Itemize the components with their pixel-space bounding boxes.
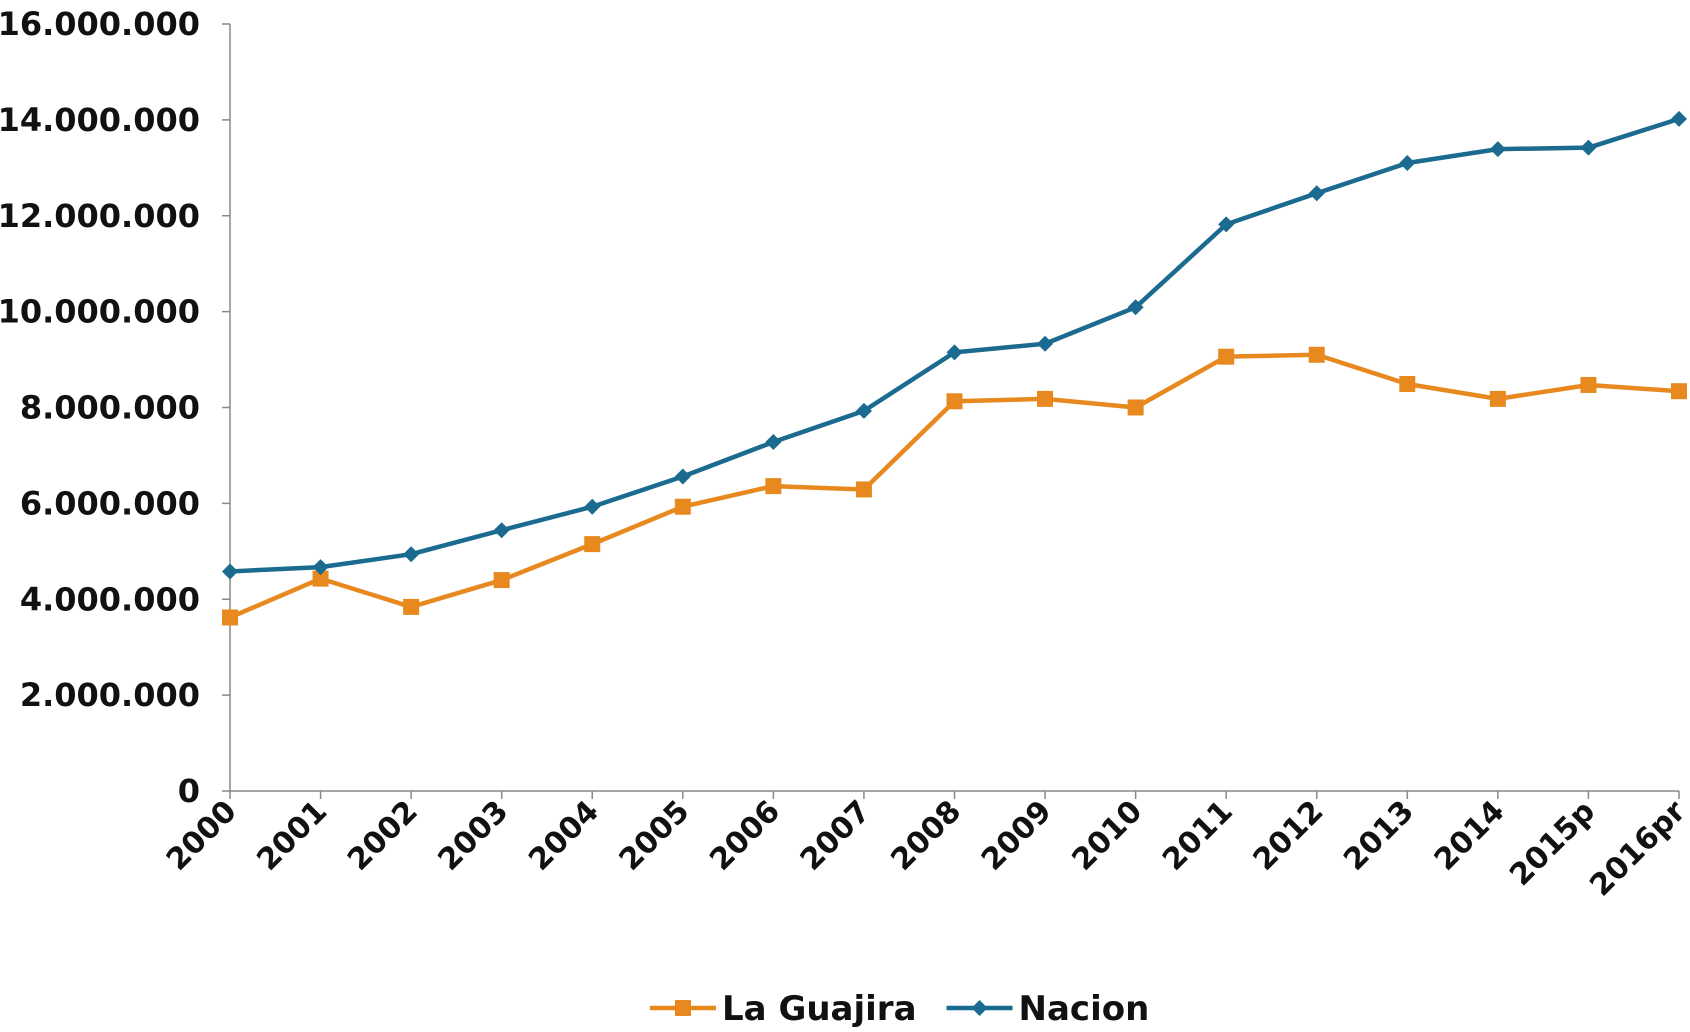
marker [222,609,238,626]
marker [1308,185,1325,202]
marker [971,1000,988,1016]
marker [1580,139,1597,156]
marker [765,434,782,451]
marker [675,1000,691,1016]
marker [1218,348,1235,365]
marker [1671,110,1687,127]
x-tick-label: 2009 [975,794,1059,878]
marker [1580,376,1597,393]
legend-label: La Guajira [722,989,917,1028]
x-tick-label: 2004 [522,794,606,878]
legend-item: Nacion [946,989,1150,1029]
y-tick-label: 14.000.000 [0,101,200,139]
x-tick-label: 2008 [884,794,968,878]
marker [946,393,963,410]
marker [312,570,329,587]
marker [855,481,872,498]
marker [674,498,691,515]
marker [1489,390,1506,407]
x-tick-label: 2011 [1156,794,1240,878]
marker [1399,155,1416,172]
y-tick-label: 8.000.000 [20,389,200,427]
marker [1671,383,1687,400]
y-tick-label: 4.000.000 [20,580,200,618]
x-tick-label: 2000 [160,794,244,878]
y-tick-label: 0 [178,772,200,810]
x-tick-label: 2002 [341,794,425,878]
marker [1399,376,1416,393]
x-tick-label: 2005 [613,794,697,878]
legend-label: Nacion [1019,989,1150,1028]
y-tick-label: 10.000.000 [0,293,200,331]
marker [493,522,510,539]
marker [1127,399,1144,416]
marker [1489,141,1506,158]
x-tick-label: 2003 [432,794,516,878]
marker [584,536,601,553]
marker [946,344,963,361]
marker [222,563,238,580]
marker [855,402,872,419]
y-tick-label: 6.000.000 [20,484,200,522]
y-tick-label: 16.000.000 [0,5,200,43]
x-tick-label: 2014 [1428,794,1512,878]
marker [312,559,329,576]
marker [1037,390,1054,407]
x-tick-label: 2006 [703,794,787,878]
marker [765,478,782,495]
x-tick-label: 2007 [794,794,878,878]
marker [1127,299,1144,316]
x-tick-label: 2016pr [1583,794,1690,904]
x-tick-label: 2013 [1337,794,1421,878]
x-tick-label: 2001 [250,794,334,878]
marker [1218,216,1235,233]
marker [674,468,691,485]
marker [403,546,420,563]
x-tick-label: 2012 [1247,794,1331,878]
marker [403,598,420,615]
y-tick-label: 2.000.000 [20,676,200,714]
marker [1308,346,1325,363]
y-tick-label: 12.000.000 [0,197,200,235]
legend-item: La Guajira [650,989,917,1029]
marker [1037,335,1054,352]
x-tick-label: 2010 [1065,794,1149,878]
marker [584,498,601,515]
marker [493,572,510,589]
